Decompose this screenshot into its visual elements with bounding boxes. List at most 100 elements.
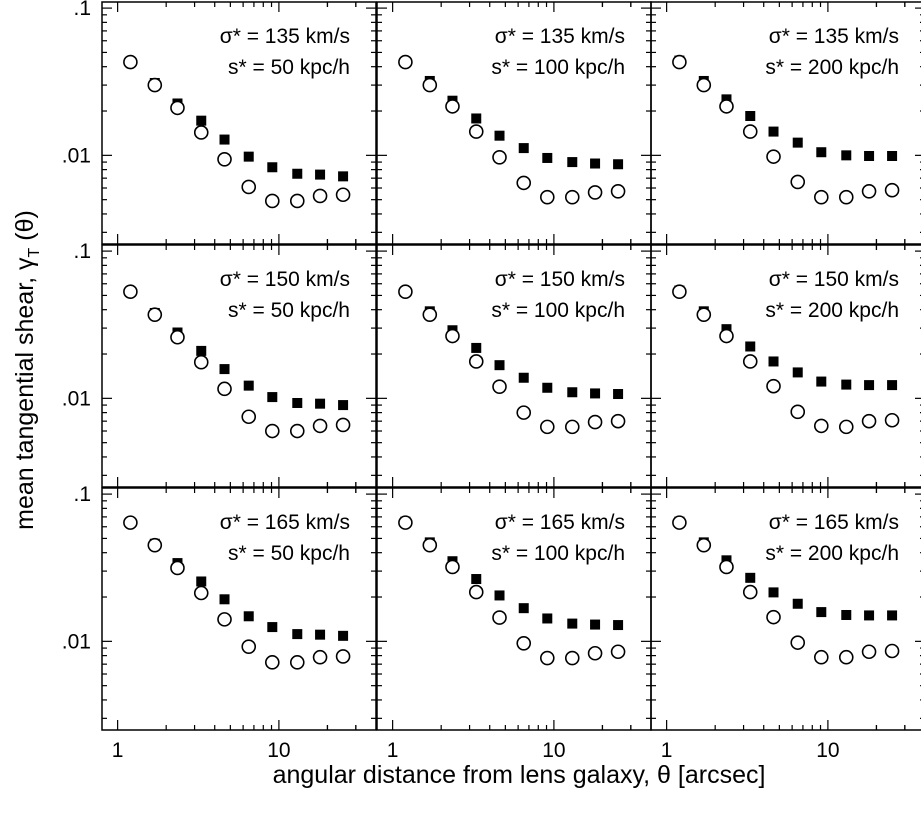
panel-label-sigma: σ* = 150 km/s: [495, 268, 625, 291]
data-point-circle: [838, 649, 854, 665]
panel-label-sigma: σ* = 165 km/s: [769, 511, 899, 534]
data-point-square: [590, 158, 601, 169]
data-point-square: [196, 345, 207, 356]
data-point-square: [471, 342, 482, 353]
data-point-circle: [123, 284, 138, 299]
panel-grid: σ* = 135 km/s s* = 50 kpc/h σ* = 135 km/s s…: [101, 1, 921, 731]
data-point-circle: [861, 183, 877, 199]
data-point-circle: [719, 99, 734, 114]
data-point-circle: [264, 655, 280, 670]
data-point-circle: [312, 188, 328, 204]
data-point-circle: [312, 649, 328, 665]
data-point-circle: [422, 307, 438, 322]
data-point-circle: [564, 650, 580, 666]
panel-label-s: s* = 50 kpc/h: [228, 542, 350, 565]
panel-r2-c1: σ* = 165 km/s s* = 100 kpc/h: [376, 487, 652, 731]
y-tick-label: .01: [62, 144, 91, 167]
data-point-square: [887, 610, 898, 621]
open-circle-series: [672, 284, 900, 435]
data-point-square: [590, 388, 601, 399]
data-point-square: [768, 126, 779, 137]
panel-frame: [650, 244, 921, 488]
x-tick-label: 10: [267, 739, 290, 762]
data-point-circle: [564, 419, 580, 435]
data-point-circle: [564, 189, 580, 205]
y-tick-label: .01: [62, 630, 91, 653]
data-point-circle: [790, 174, 806, 190]
data-point-circle: [492, 379, 507, 394]
data-point-circle: [445, 328, 460, 344]
panel-ticks: [102, 245, 376, 487]
data-point-circle: [217, 612, 232, 627]
data-point-circle: [422, 537, 438, 553]
panel-r0-c1: σ* = 135 km/s s* = 100 kpc/h: [376, 1, 652, 245]
data-point-circle: [696, 307, 712, 322]
data-point-square: [518, 372, 529, 383]
data-point-square: [841, 379, 852, 390]
x-tick-label: 10: [542, 739, 565, 762]
data-point-circle: [147, 77, 163, 93]
panel-label-sigma: σ* = 150 km/s: [220, 268, 350, 291]
data-point-circle: [241, 639, 257, 654]
data-point-square: [196, 576, 207, 587]
data-point-circle: [422, 77, 438, 93]
panel-frame: [101, 487, 377, 731]
data-point-circle: [672, 54, 687, 70]
data-point-circle: [289, 423, 305, 439]
panel-ticks: [377, 488, 651, 730]
data-point-circle: [335, 187, 351, 203]
data-point-circle: [742, 354, 758, 369]
data-point-circle: [672, 515, 687, 530]
data-point-circle: [398, 54, 413, 70]
data-point-square: [243, 611, 254, 622]
panel-label-sigma: σ* = 165 km/s: [220, 511, 350, 534]
data-point-circle: [335, 417, 351, 433]
data-point-square: [267, 392, 278, 403]
data-point-square: [841, 150, 852, 161]
data-point-square: [768, 587, 779, 598]
data-point-square: [292, 397, 303, 408]
panel-label-sigma: σ* = 150 km/s: [769, 268, 899, 291]
data-point-square: [792, 367, 803, 378]
data-point-circle: [516, 405, 532, 420]
data-point-square: [542, 152, 553, 163]
filled-square-series: [125, 517, 349, 641]
axis-tick-labels: .1 .01 .1 .01 .1 .01 1 10 1 10 1 10: [62, 0, 840, 762]
data-point-square: [816, 607, 827, 618]
panel-label-s: s* = 50 kpc/h: [228, 299, 350, 322]
data-point-circle: [147, 307, 163, 322]
data-point-circle: [170, 560, 185, 576]
panel-r1-c2: σ* = 150 km/s s* = 200 kpc/h: [650, 244, 921, 488]
data-point-circle: [813, 649, 829, 665]
x-tick-label: 1: [387, 739, 399, 762]
panel-ticks: [651, 488, 921, 730]
data-point-circle: [719, 328, 734, 344]
panel-r2-c0: σ* = 165 km/s s* = 50 kpc/h: [101, 487, 377, 731]
data-point-circle: [516, 635, 532, 651]
panel-r1-c0: σ* = 150 km/s s* = 50 kpc/h: [101, 244, 377, 488]
data-point-circle: [398, 284, 413, 299]
panel-ticks: [377, 245, 651, 487]
open-circle-series: [672, 54, 900, 205]
data-point-square: [567, 157, 578, 168]
data-point-circle: [672, 284, 687, 299]
data-point-circle: [742, 124, 758, 139]
panel-ticks: [102, 488, 376, 730]
y-tick-label: .1: [73, 483, 91, 506]
data-point-circle: [468, 354, 484, 369]
data-point-circle: [813, 418, 829, 434]
data-point-square: [219, 134, 230, 145]
data-point-circle: [696, 77, 712, 93]
data-point-square: [590, 619, 601, 630]
data-point-square: [243, 380, 254, 391]
data-point-square: [196, 115, 207, 126]
panel-label-s: s* = 200 kpc/h: [765, 56, 899, 79]
data-point-circle: [398, 515, 413, 530]
data-point-circle: [193, 125, 209, 140]
data-point-circle: [335, 649, 351, 664]
data-point-square: [494, 360, 505, 371]
data-point-circle: [264, 193, 280, 209]
panel-label-sigma: σ* = 135 km/s: [495, 25, 625, 48]
data-point-circle: [539, 419, 555, 435]
data-point-square: [471, 574, 482, 585]
